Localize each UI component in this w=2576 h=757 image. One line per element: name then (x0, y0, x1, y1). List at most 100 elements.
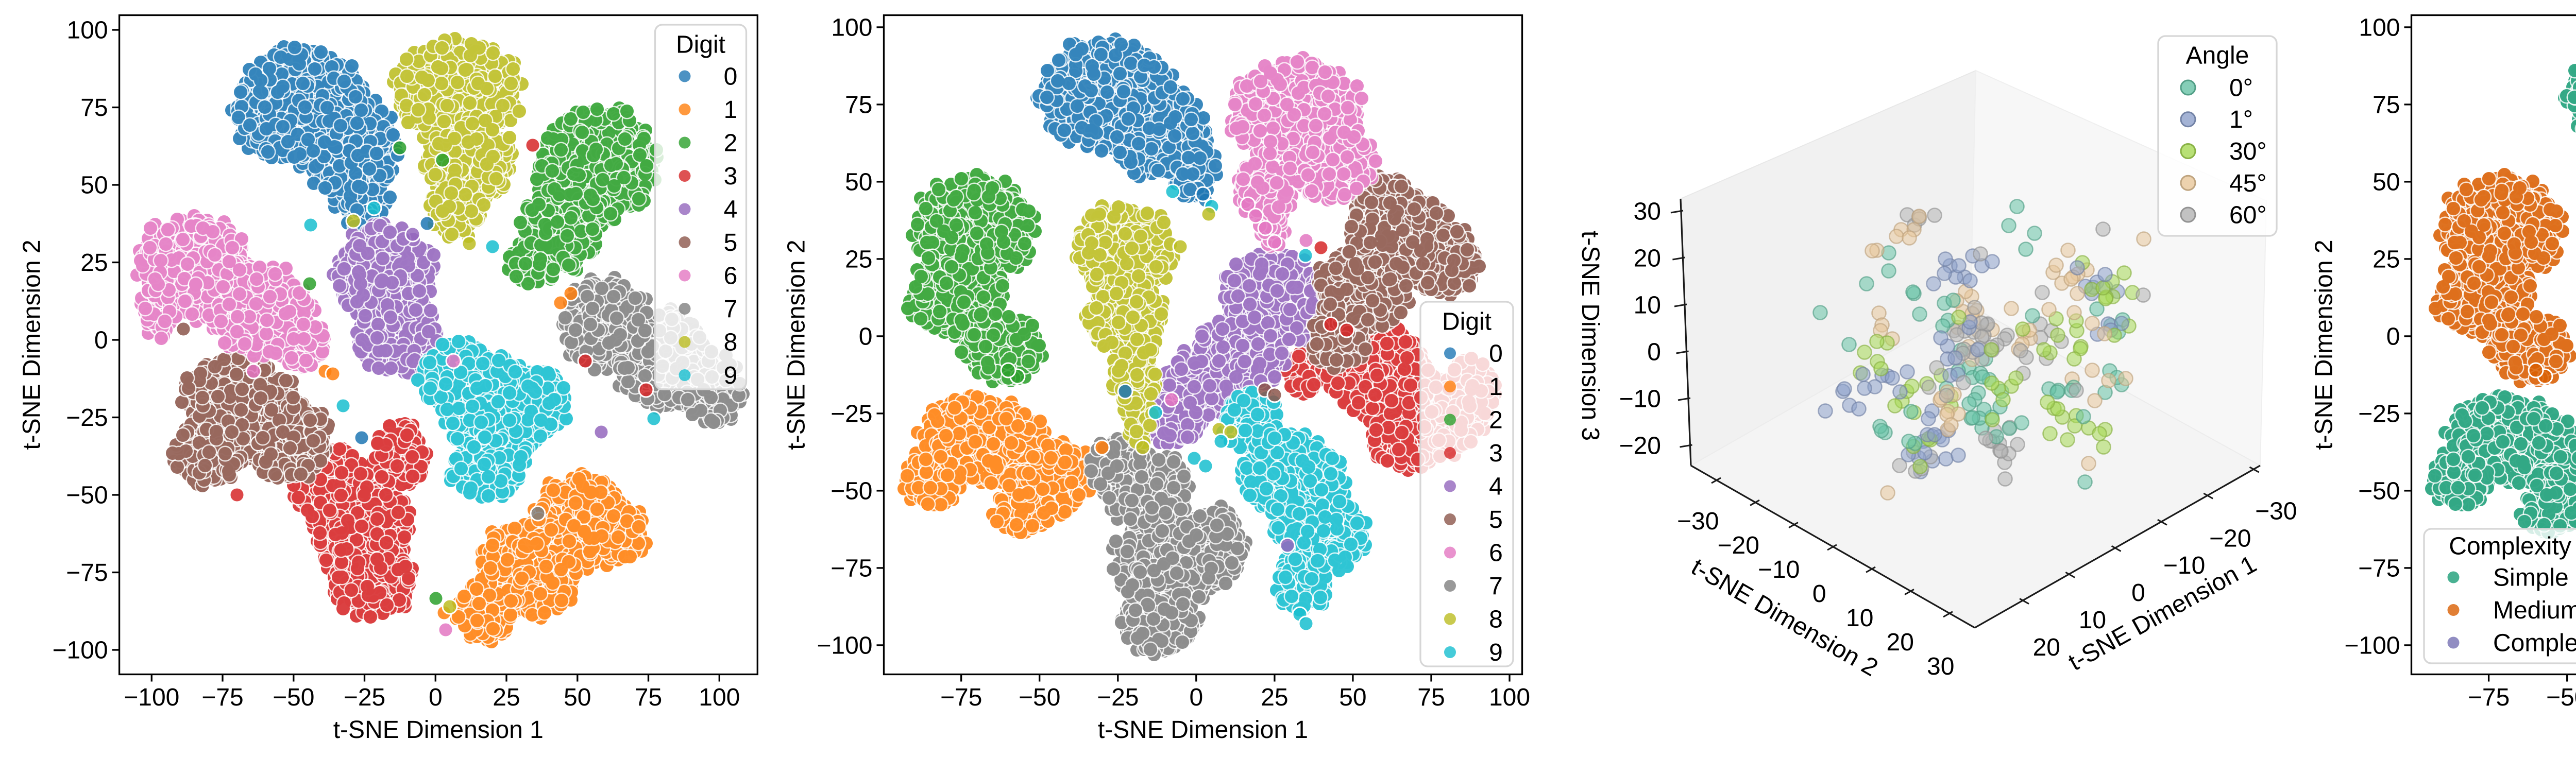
svg-text:t-SNE Dimension 1: t-SNE Dimension 1 (1098, 716, 1308, 744)
svg-text:−25: −25 (831, 400, 872, 427)
svg-text:50: 50 (564, 684, 591, 711)
svg-text:0: 0 (859, 323, 873, 350)
svg-text:10: 10 (2079, 607, 2106, 634)
svg-text:0: 0 (1489, 340, 1503, 368)
svg-text:20: 20 (1634, 245, 1661, 272)
svg-text:Digit: Digit (676, 31, 725, 59)
svg-text:−30: −30 (1677, 508, 1719, 535)
svg-text:t-SNE Dimension 2: t-SNE Dimension 2 (19, 239, 46, 450)
svg-text:−75: −75 (2468, 684, 2510, 711)
svg-text:−30: −30 (2255, 497, 2297, 525)
svg-text:−20: −20 (1619, 433, 1661, 460)
svg-text:6: 6 (724, 263, 738, 290)
svg-text:Complex: Complex (2493, 630, 2576, 657)
svg-text:0: 0 (2131, 579, 2145, 607)
svg-text:−50: −50 (831, 477, 872, 505)
svg-text:2: 2 (1489, 407, 1503, 434)
svg-text:Complexity: Complexity (2449, 533, 2571, 560)
svg-text:2: 2 (724, 130, 738, 157)
svg-text:−75: −75 (66, 559, 108, 587)
svg-text:1: 1 (1489, 373, 1503, 401)
svg-text:0°: 0° (2229, 75, 2253, 102)
svg-text:0: 0 (2386, 323, 2400, 350)
svg-text:−50: −50 (273, 684, 314, 711)
svg-text:0: 0 (1647, 339, 1661, 366)
svg-text:5: 5 (1489, 506, 1503, 534)
svg-text:−100: −100 (2344, 632, 2400, 659)
svg-text:−50: −50 (1019, 684, 1060, 711)
svg-text:3: 3 (724, 163, 738, 190)
svg-text:50: 50 (1339, 684, 1366, 711)
svg-text:75: 75 (1417, 684, 1445, 711)
svg-text:−75: −75 (201, 684, 243, 711)
svg-text:7: 7 (1489, 573, 1503, 600)
svg-text:8: 8 (1489, 606, 1503, 633)
svg-text:20: 20 (2033, 634, 2060, 661)
svg-text:75: 75 (845, 91, 872, 118)
svg-text:50: 50 (80, 172, 108, 199)
svg-text:−25: −25 (1097, 684, 1139, 711)
svg-text:75: 75 (635, 684, 662, 711)
svg-text:0: 0 (1812, 580, 1826, 608)
svg-text:8: 8 (724, 329, 738, 356)
svg-text:−75: −75 (831, 555, 872, 582)
svg-text:9: 9 (1489, 639, 1503, 666)
svg-text:6: 6 (1489, 540, 1503, 567)
svg-text:75: 75 (80, 94, 108, 122)
svg-text:30: 30 (1927, 653, 1954, 680)
svg-text:5: 5 (724, 229, 738, 256)
svg-text:25: 25 (845, 246, 872, 273)
svg-text:0: 0 (94, 327, 108, 354)
svg-text:−25: −25 (344, 684, 385, 711)
svg-text:Angle: Angle (2186, 42, 2249, 70)
svg-text:0: 0 (724, 63, 738, 91)
svg-text:75: 75 (2372, 91, 2400, 118)
svg-text:−50: −50 (2358, 477, 2400, 505)
svg-text:−75: −75 (2358, 555, 2400, 582)
svg-text:t-SNE Dimension 3: t-SNE Dimension 3 (1577, 231, 1604, 441)
svg-text:100: 100 (831, 14, 872, 41)
svg-text:10: 10 (1846, 605, 1873, 632)
svg-text:10: 10 (1634, 292, 1661, 319)
svg-text:−25: −25 (66, 404, 108, 432)
svg-text:100: 100 (699, 684, 740, 711)
svg-text:50: 50 (2372, 168, 2400, 196)
svg-text:30: 30 (1634, 198, 1661, 226)
svg-text:t-SNE Dimension 2: t-SNE Dimension 2 (2311, 239, 2338, 450)
svg-text:4: 4 (724, 196, 738, 223)
svg-text:25: 25 (80, 249, 108, 277)
svg-text:20: 20 (1887, 629, 1914, 656)
svg-text:0: 0 (429, 684, 443, 711)
svg-text:−10: −10 (1619, 386, 1661, 413)
svg-text:−50: −50 (66, 482, 108, 509)
svg-text:Digit: Digit (1442, 308, 1492, 336)
svg-text:−75: −75 (940, 684, 982, 711)
svg-text:−20: −20 (2209, 525, 2251, 552)
svg-text:−50: −50 (2546, 684, 2576, 711)
svg-text:1°: 1° (2229, 106, 2253, 133)
svg-text:9: 9 (724, 362, 738, 389)
svg-text:1: 1 (724, 96, 738, 124)
svg-text:100: 100 (67, 17, 108, 44)
svg-text:25: 25 (2372, 246, 2400, 273)
svg-text:t-SNE Dimension 2: t-SNE Dimension 2 (783, 239, 810, 450)
svg-text:−100: −100 (124, 684, 179, 711)
svg-text:−100: −100 (817, 632, 872, 659)
svg-text:Medium: Medium (2493, 597, 2576, 624)
svg-text:25: 25 (1261, 684, 1288, 711)
svg-text:t-SNE Dimension 1: t-SNE Dimension 1 (333, 716, 544, 744)
svg-text:25: 25 (493, 684, 520, 711)
svg-text:3: 3 (1489, 440, 1503, 467)
svg-text:−10: −10 (2163, 552, 2205, 579)
svg-text:4: 4 (1489, 473, 1503, 501)
svg-text:60°: 60° (2229, 202, 2267, 229)
svg-text:−100: −100 (52, 637, 108, 664)
svg-text:0: 0 (1189, 684, 1203, 711)
svg-text:Simple: Simple (2493, 564, 2569, 592)
svg-text:30°: 30° (2229, 138, 2267, 165)
svg-text:−25: −25 (2358, 400, 2400, 427)
svg-text:7: 7 (724, 296, 738, 323)
svg-text:100: 100 (2359, 14, 2400, 41)
svg-text:45°: 45° (2229, 170, 2267, 197)
svg-text:100: 100 (1489, 684, 1530, 711)
